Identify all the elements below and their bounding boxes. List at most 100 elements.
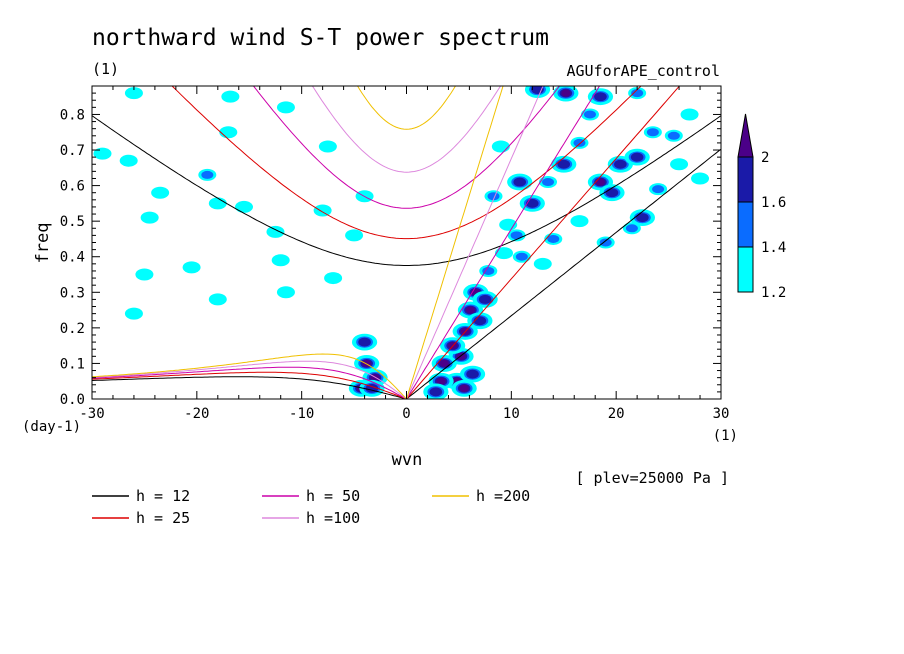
power-blob-high <box>429 387 443 397</box>
legend-label: h = 50 <box>306 487 360 505</box>
colorbar-label: 2 <box>761 150 769 166</box>
power-blob-outer <box>494 247 513 260</box>
colorbar-triangle <box>737 113 754 158</box>
colorbar-segment <box>737 246 754 293</box>
power-blob-high <box>636 213 649 223</box>
y-tick-label: 0.2 <box>60 321 85 337</box>
y-tick-label: 0.7 <box>60 143 85 159</box>
y-tick-label: 0.1 <box>60 356 85 372</box>
power-blob-outer <box>271 254 290 267</box>
kelvin-curve <box>406 86 544 399</box>
power-blob-outer <box>135 268 154 281</box>
power-blob-outer <box>691 172 710 185</box>
power-blob-outer <box>533 257 552 270</box>
y-tick-label: 0.4 <box>60 250 85 266</box>
x-tick-label: -10 <box>289 406 314 422</box>
power-blob-outer <box>151 186 170 199</box>
power-blob-mid <box>646 128 659 137</box>
power-blob-mid <box>667 131 680 140</box>
x-axis-label: wvn <box>392 450 423 470</box>
rossby-curve <box>92 371 407 399</box>
rossby-curve <box>92 366 407 399</box>
colorbar: 1.2 1.4 1.6 2 <box>737 113 786 301</box>
power-blob-mid <box>547 234 560 243</box>
power-blob-peak <box>439 359 449 368</box>
kelvin-curve <box>406 86 601 399</box>
power-blob-mid <box>201 170 214 179</box>
power-blob-outer <box>221 90 240 103</box>
power-blob-outer <box>276 286 295 299</box>
power-blob-peak <box>595 178 606 186</box>
x-tick-label: 0 <box>402 406 410 422</box>
kelvin-curve <box>406 86 681 399</box>
y-tick-label: 0.6 <box>60 179 85 195</box>
power-blob-outer <box>680 108 699 121</box>
power-blob-high <box>557 159 571 169</box>
x-unit-label: (1) <box>713 428 738 444</box>
power-blob-high <box>594 92 607 102</box>
power-blob-outer <box>219 126 238 139</box>
power-blob-outer <box>93 147 112 160</box>
power-blob-outer <box>670 158 689 171</box>
rossby-curve <box>92 360 407 399</box>
power-blob-outer <box>318 140 337 153</box>
x-tick-label: 20 <box>608 406 625 422</box>
power-blob-mid <box>652 185 665 194</box>
power-blob-high <box>614 159 627 169</box>
power-blob-mid <box>631 89 644 98</box>
power-blob-outer <box>313 204 332 217</box>
power-blob-outer <box>491 140 510 153</box>
power-blob-high <box>605 188 619 198</box>
x-tick-label: 10 <box>503 406 520 422</box>
power-blob-peak <box>459 384 469 392</box>
power-blob-outer <box>119 154 138 167</box>
colorbar-segment <box>737 156 754 203</box>
power-blob-mid <box>599 238 612 247</box>
x-tick-label: -20 <box>184 406 209 422</box>
y-unit-label: (day-1) <box>22 419 81 435</box>
power-blob-high <box>473 316 487 326</box>
colorbar-label: 1.4 <box>761 240 786 256</box>
gravity-curve <box>252 86 561 209</box>
power-blob-outer <box>276 101 295 114</box>
x-tick-label: 30 <box>713 406 730 422</box>
y-tick-label: 0.8 <box>60 107 85 123</box>
power-blob-outer <box>140 211 159 224</box>
gravity-curve <box>92 115 721 266</box>
kelvin-curve <box>406 86 504 399</box>
power-blob-outer <box>235 200 254 213</box>
power-blob-outer <box>124 307 143 320</box>
rossby-curve <box>92 376 407 399</box>
power-blob-high <box>478 294 492 304</box>
run-name-label: AGUforAPE_control <box>566 62 720 80</box>
power-blob-mid <box>583 110 596 119</box>
legend-label: h =200 <box>476 487 530 505</box>
axis-ticks: -30 -20 -10 0 10 20 30 0.0 0.1 0.2 0.3 0.4 0.5 0.6 0.7… <box>60 86 730 422</box>
power-blob-mid <box>542 178 555 187</box>
power-blob-peak <box>561 89 571 97</box>
kelvin-curve <box>406 148 721 399</box>
power-blob-high <box>513 177 527 187</box>
gravity-curve <box>171 86 642 240</box>
power-blob-mid <box>510 231 523 240</box>
plot-frame <box>91 85 722 400</box>
power-blob-mid <box>487 192 500 201</box>
x-tick-label: -30 <box>79 406 104 422</box>
power-blob-high <box>466 369 479 379</box>
colorbar-label: 1.6 <box>761 195 786 211</box>
y-tick-label: 0.0 <box>60 392 85 408</box>
legend-label: h =100 <box>306 509 360 527</box>
power-blob-outer <box>182 261 201 274</box>
power-blob-mid <box>515 252 528 261</box>
power-blob-peak <box>436 377 446 385</box>
power-blob-outer <box>345 229 364 242</box>
title-unit-label: (1) <box>92 60 119 78</box>
gravity-curve <box>311 86 502 173</box>
chart-title: northward wind S-T power spectrum <box>92 25 549 51</box>
power-blob-high <box>630 152 644 162</box>
power-blob-high <box>526 198 539 208</box>
legend: h = 12 h = 25 h = 50 h =100 h =200 <box>92 487 530 527</box>
y-tick-label: 0.3 <box>60 285 85 301</box>
power-blob-peak <box>465 306 476 314</box>
